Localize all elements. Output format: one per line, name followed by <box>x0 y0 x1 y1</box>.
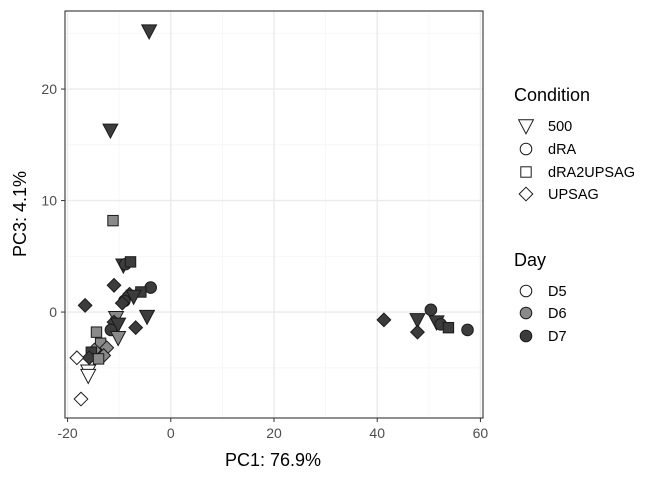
y-tick-label: 0 <box>49 304 57 320</box>
data-point-upsag-d5 <box>69 350 85 366</box>
data-point-500-d7 <box>409 313 426 329</box>
data-point-500-d7 <box>102 123 119 140</box>
data-point-dra2upsag-d6 <box>107 214 119 227</box>
legend-day-title: Day <box>514 250 546 270</box>
x-tick-label: 40 <box>369 425 385 441</box>
legend-condition-title: Condition <box>514 85 590 105</box>
data-point-dra2upsag-d6 <box>90 326 103 338</box>
data-point-dra-d7 <box>424 303 438 317</box>
data-point-dra2upsag-d7 <box>124 256 137 268</box>
legend-day-label-d7: D7 <box>548 329 567 345</box>
legend-key-dra <box>519 142 533 156</box>
data-point-upsag-d5 <box>73 391 89 407</box>
data-point-500-d7 <box>138 309 156 326</box>
legend-condition-keys <box>517 119 535 202</box>
legend-key-dra2upsag <box>520 166 532 178</box>
legend-key-upsag <box>518 186 534 202</box>
data-points <box>69 24 474 407</box>
x-axis-title: PC1: 76.9% <box>225 450 321 470</box>
y-tick-label: 10 <box>41 193 57 209</box>
legend-day-label-d5: D5 <box>548 284 567 300</box>
data-point-500-d7 <box>140 24 158 40</box>
data-point-500-d5 <box>79 368 97 385</box>
legend-key-d7 <box>519 329 533 343</box>
legend-key-d6 <box>519 306 533 320</box>
data-point-dra2upsag-d6 <box>92 353 105 365</box>
data-point-500-d7 <box>125 289 142 306</box>
data-point-dra-d7 <box>461 323 474 337</box>
y-axis-title: PC3: 4.1% <box>10 171 30 257</box>
legend-condition-label-dra2upsag: dRA2UPSAG <box>548 165 635 181</box>
x-tick-label: 60 <box>473 425 489 441</box>
legend-condition-label-500: 500 <box>548 119 572 135</box>
legend-condition: Condition 500 dRA dRA2UPSAG UPSAG <box>514 85 635 203</box>
legend-day: Day D5 D6 D7 <box>514 250 567 345</box>
legend-day-keys <box>519 284 533 343</box>
x-tick-label: 20 <box>266 425 282 441</box>
data-point-upsag-d7 <box>77 297 93 313</box>
data-point-upsag-d7 <box>114 295 130 311</box>
y-tick-label: 20 <box>41 81 57 97</box>
legend-key-d5 <box>519 284 533 298</box>
axis-ticks: -20 0 20 40 60 0 10 20 <box>41 81 488 441</box>
x-tick-label: -20 <box>57 425 77 441</box>
data-point-dra-d7 <box>144 281 157 294</box>
legend-day-label-d6: D6 <box>548 306 567 322</box>
data-point-upsag-d7 <box>376 312 392 328</box>
legend-condition-label-upsag: UPSAG <box>548 187 599 203</box>
data-point-upsag-d7 <box>106 277 122 293</box>
x-tick-label: 0 <box>167 425 175 441</box>
data-point-500-d6 <box>109 331 127 347</box>
data-point-upsag-d7 <box>409 324 425 340</box>
legend-condition-label-dra: dRA <box>548 142 577 158</box>
legend-key-500 <box>517 119 535 135</box>
data-point-upsag-d7 <box>128 320 144 336</box>
data-point-dra2upsag-d7 <box>442 321 455 334</box>
